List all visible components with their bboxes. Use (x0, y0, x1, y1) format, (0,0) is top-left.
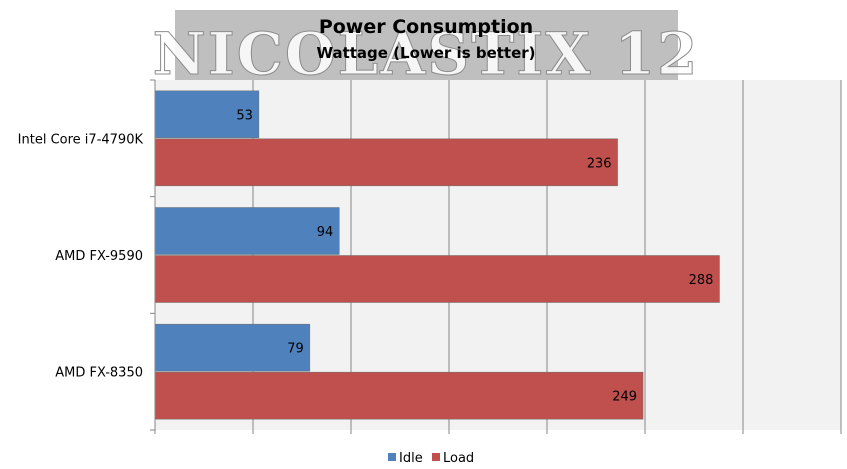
bar-load (154, 138, 618, 187)
category-label: AMD FX-8350 (55, 366, 143, 381)
data-label: 94 (317, 225, 334, 240)
watermark-logo: NICOLASTIX 12 (153, 20, 700, 88)
axis (150, 79, 842, 434)
bar-idle (154, 207, 340, 255)
bars (154, 90, 720, 420)
data-label: 249 (612, 390, 637, 405)
gridlines (252, 80, 842, 430)
data-label: 79 (287, 342, 304, 357)
bar-load (154, 371, 644, 420)
chart-title: Power Consumption (319, 16, 533, 38)
data-label: 236 (587, 156, 612, 171)
legend-swatch-load (432, 453, 440, 461)
bar-idle (154, 90, 260, 139)
legend-label-idle: Idle (399, 451, 423, 466)
value-labels: 53 236 94 288 79 249 (236, 108, 713, 404)
category-label: Intel Core i7-4790K (18, 132, 144, 147)
data-label: 53 (236, 108, 253, 123)
title-banner-background (175, 10, 678, 83)
bar-idle (154, 323, 311, 372)
legend-swatch-idle (388, 453, 396, 461)
legend: Idle Load (388, 451, 474, 466)
bar-load (154, 255, 720, 303)
data-label: 288 (689, 273, 714, 288)
legend-label-load: Load (443, 451, 474, 466)
category-label: AMD FX-9590 (55, 249, 143, 264)
category-labels: Intel Core i7-4790K AMD FX-9590 AMD FX-835… (18, 132, 144, 380)
chart-subtitle: Wattage (Lower is better) (316, 44, 535, 62)
plot-area (155, 80, 841, 430)
title-banner: NICOLASTIX 12 Power Consumption Wattage … (152, 10, 700, 89)
